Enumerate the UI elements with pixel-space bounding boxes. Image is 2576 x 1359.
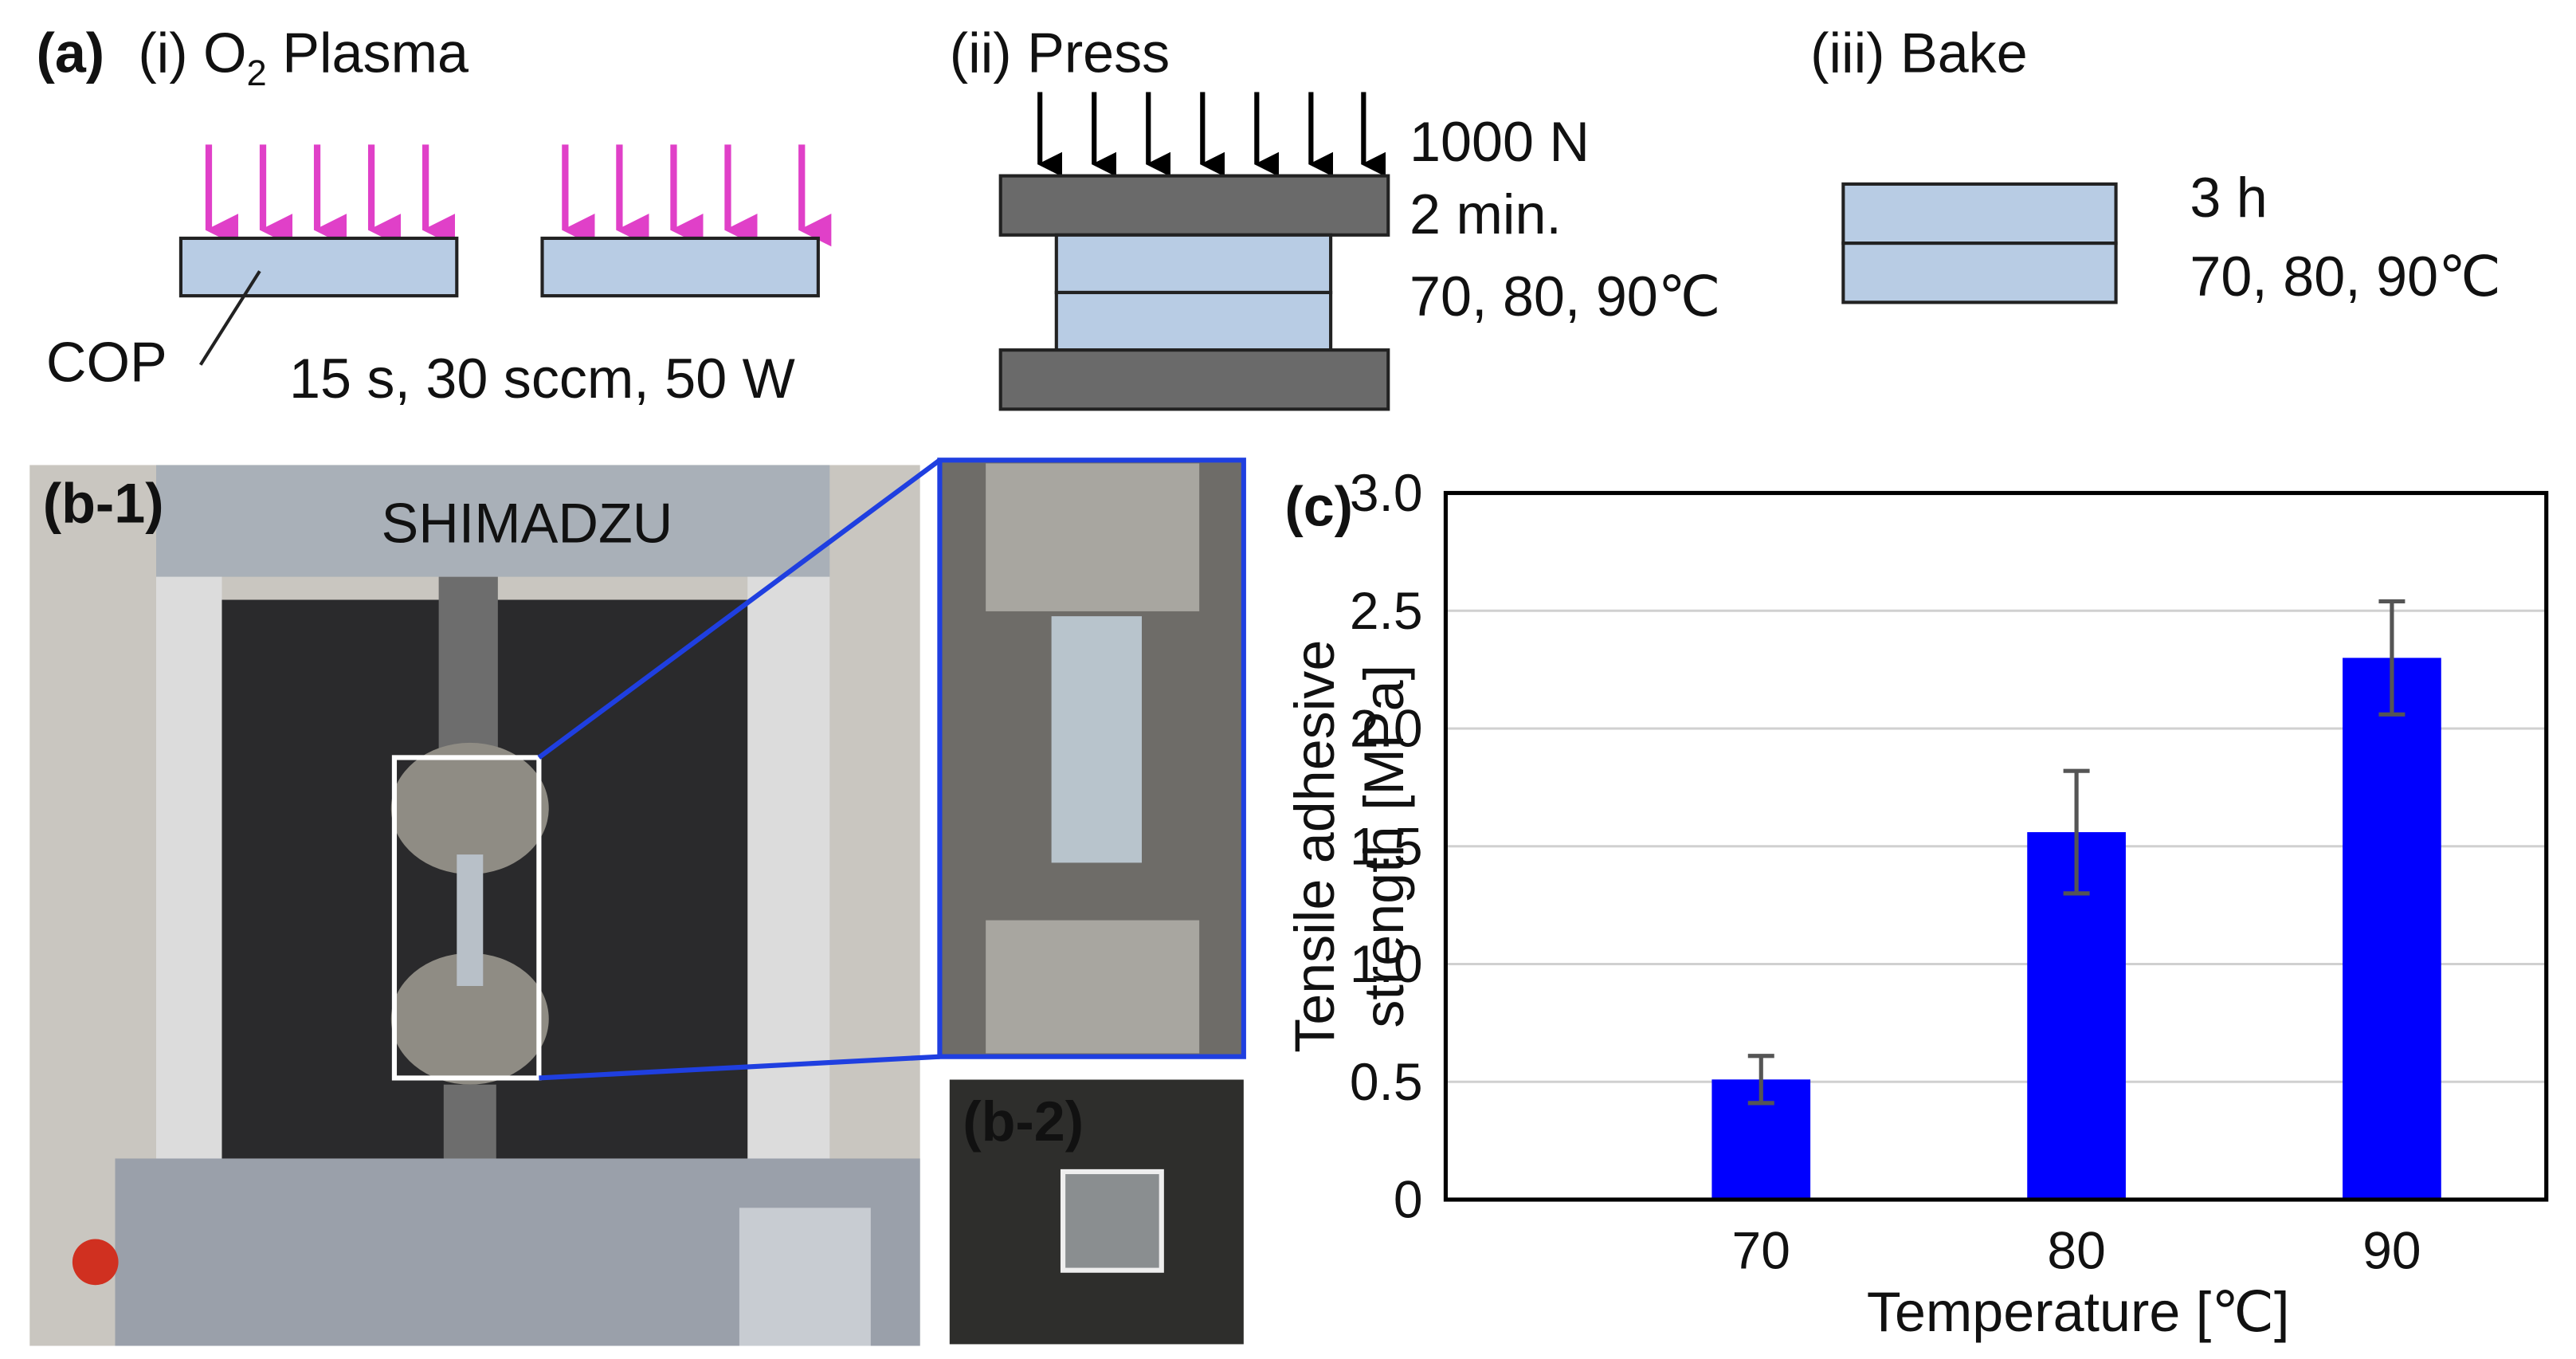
zoom-line xyxy=(539,1054,940,1081)
title-subscript: 2 xyxy=(247,53,267,93)
press-arrows xyxy=(1037,92,1386,177)
photo-zoom xyxy=(937,458,1246,1059)
y-tick-label: 1.5 xyxy=(1350,816,1423,875)
y-tick-label: 2.0 xyxy=(1350,699,1423,758)
bar-chart: 0 0.5 1.0 1.5 2.0 2.5 3.0 70 80 90 xyxy=(1350,463,2549,1280)
conditions: 70, 80, 90℃ xyxy=(2190,245,2500,308)
y-tick-label: 2.5 xyxy=(1350,581,1423,640)
y-tick-label: 0 xyxy=(1394,1170,1423,1229)
y-tick-label: 3.0 xyxy=(1350,463,1423,522)
x-tick-label: 70 xyxy=(1732,1221,1790,1280)
conditions: 2 min. xyxy=(1410,183,1562,245)
cop-chip xyxy=(1054,290,1333,352)
cop-chip xyxy=(1841,182,2118,245)
x-tick-label: 90 xyxy=(2362,1221,2421,1280)
y-axis-label: strength [MPa] xyxy=(1353,665,1415,1028)
x-axis-label: Temperature [℃] xyxy=(1867,1281,2290,1343)
conditions: 70, 80, 90℃ xyxy=(1410,265,1720,328)
panel-label: (c) xyxy=(1284,476,1353,538)
material-label: COP xyxy=(46,331,167,393)
y-tick-label: 0.5 xyxy=(1350,1052,1423,1111)
panel-label: (b-1) xyxy=(43,473,164,535)
cop-chip xyxy=(178,236,459,298)
step-title: (ii) Press xyxy=(950,22,1170,84)
cop-chip xyxy=(1841,242,2118,304)
zoom-line xyxy=(537,458,942,760)
plasma-arrows xyxy=(205,144,832,247)
step-title: (iii) Bake xyxy=(1810,22,2028,84)
cop-chip xyxy=(540,236,820,298)
pointer xyxy=(198,270,261,366)
title-part: (i) O xyxy=(138,22,246,84)
step-title: (i) O2 Plasma xyxy=(138,22,469,93)
press-plate xyxy=(998,174,1390,237)
panel-label: (a) xyxy=(37,22,105,84)
brand-label: SHIMADZU xyxy=(381,492,672,554)
conditions: 1000 N xyxy=(1410,111,1590,173)
bar xyxy=(2343,658,2441,1200)
panel-label: (b-2) xyxy=(963,1090,1084,1153)
x-tick-label: 80 xyxy=(2047,1221,2105,1280)
conditions: 15 s, 30 sccm, 50 W xyxy=(289,348,795,410)
plot-frame xyxy=(1443,490,2549,1202)
cop-chip xyxy=(1054,233,1333,295)
photo-sample xyxy=(949,1079,1244,1345)
photo-testing-machine: SHIMADZU xyxy=(29,465,920,1346)
conditions: 3 h xyxy=(2190,167,2267,229)
title-part: Plasma xyxy=(267,22,469,84)
y-tick-label: 1.0 xyxy=(1350,934,1423,993)
y-axis-label: Tensile adhesive xyxy=(1284,640,1346,1053)
press-plate xyxy=(998,348,1390,411)
